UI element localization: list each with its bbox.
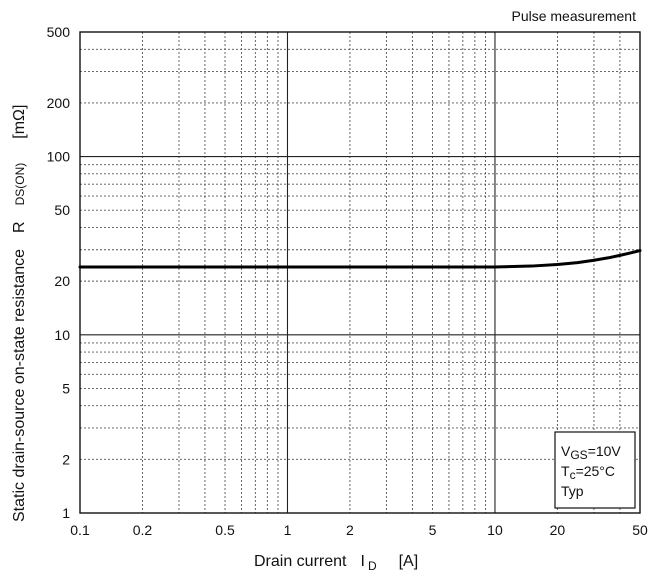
x-tick-label: 0.1 (70, 522, 90, 538)
x-axis-label: Drain current I D [A] (254, 553, 418, 573)
annotation-line: VGS=10V (561, 443, 621, 462)
y-tick-label: 200 (47, 95, 71, 111)
x-tick-label: 0.2 (133, 522, 153, 538)
annotation-line: Typ (561, 483, 584, 499)
y-tick-label: 10 (54, 327, 70, 343)
grid-layer (80, 32, 640, 513)
axes-layer (79, 31, 641, 514)
plot-frame (79, 31, 641, 514)
x-tick-label: 0.5 (215, 522, 235, 538)
x-tick-label: 10 (487, 522, 503, 538)
chart-title: Pulse measurement (511, 8, 636, 24)
x-tick-label: 2 (346, 522, 354, 538)
annotation-line: Tc=25°C (561, 463, 615, 482)
y-tick-label: 1 (62, 505, 70, 521)
x-tick-label: 20 (550, 522, 566, 538)
y-axis-label: Static drain-source on-state resistanceR… (11, 105, 28, 522)
y-tick-label: 2 (62, 451, 70, 467)
labels-layer: 0.1 0.2 0.5 1 2 5 10 20 50 1 2 5 10 20 50 100 200 500 Puls… (11, 8, 648, 573)
x-tick-label: 5 (429, 522, 437, 538)
x-tick-label: 50 (632, 522, 648, 538)
y-tick-label: 50 (54, 202, 70, 218)
y-tick-label: 500 (47, 24, 71, 40)
x-tick-label: 1 (284, 522, 292, 538)
series-line (78, 249, 642, 269)
y-tick-label: 100 (47, 149, 71, 165)
y-tick-label: 5 (62, 380, 70, 396)
annotation-box (554, 431, 636, 509)
y-tick-label: 20 (54, 273, 70, 289)
series-layer (78, 249, 642, 269)
